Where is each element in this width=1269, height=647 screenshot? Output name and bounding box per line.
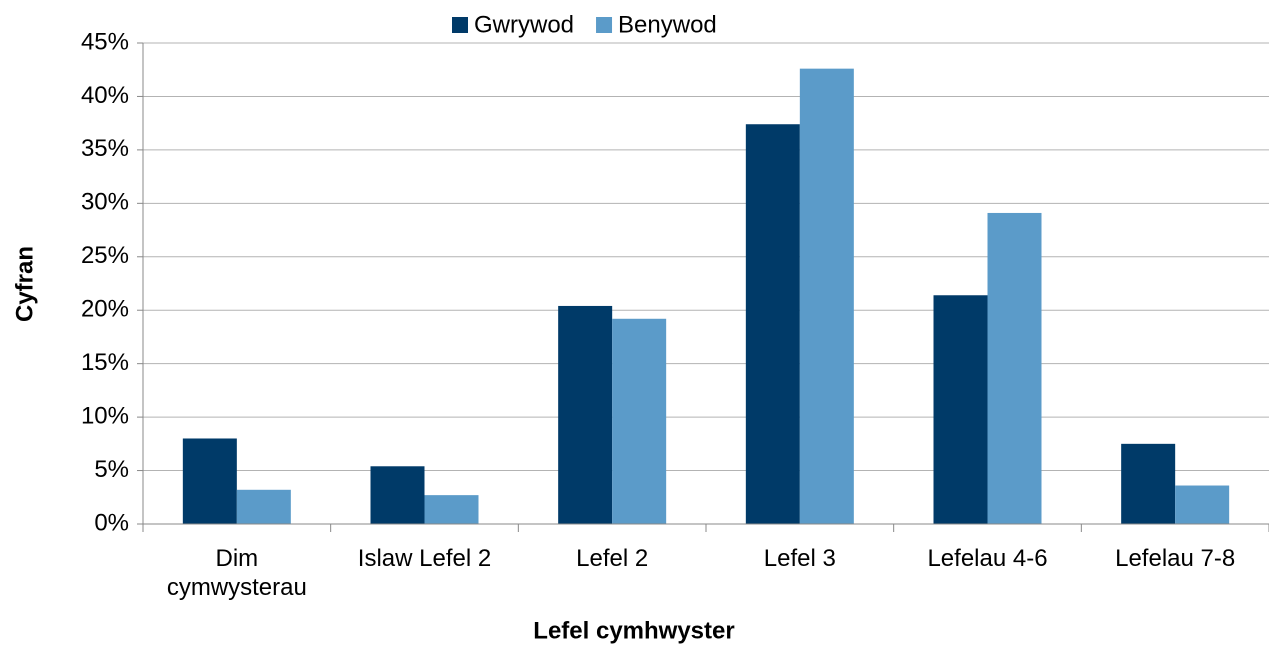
legend-label: Benywod bbox=[618, 11, 717, 38]
x-tick-label: Lefel 3 bbox=[763, 545, 836, 572]
bar bbox=[745, 124, 800, 524]
bar bbox=[612, 318, 667, 524]
bar bbox=[558, 305, 613, 524]
x-tick-label: Islaw Lefel 2 bbox=[357, 545, 492, 572]
y-tick-label: 10% bbox=[81, 402, 129, 429]
bar bbox=[1175, 485, 1230, 524]
bar bbox=[236, 489, 291, 524]
y-tick-label: 40% bbox=[81, 82, 129, 109]
bar bbox=[987, 212, 1042, 524]
y-tick-label: 25% bbox=[81, 242, 129, 269]
x-tick-label: Lefel 2 bbox=[576, 545, 649, 572]
legend-swatch bbox=[596, 17, 613, 33]
x-tick-label: Dim cymwysterau bbox=[166, 545, 307, 601]
y-tick-label: 35% bbox=[81, 135, 129, 162]
y-tick-label: 15% bbox=[81, 349, 129, 376]
bar bbox=[799, 68, 854, 525]
legend-label: Gwrywod bbox=[474, 11, 574, 38]
y-tick-label: 30% bbox=[81, 189, 129, 216]
y-tick-label: 20% bbox=[81, 296, 129, 323]
y-axis-title: Cyfran bbox=[11, 246, 38, 322]
x-tick-label: Lefelau 7-8 bbox=[1115, 545, 1236, 572]
y-tick-label: 5% bbox=[94, 456, 129, 483]
legend-swatch bbox=[452, 17, 468, 33]
bar bbox=[933, 295, 988, 524]
x-tick-label: Lefelau 4-6 bbox=[927, 545, 1048, 572]
y-tick-label: 45% bbox=[81, 28, 129, 55]
x-axis-title: Lefel cymhwyster bbox=[533, 617, 734, 644]
y-tick-label: 0% bbox=[94, 509, 129, 536]
bar bbox=[370, 466, 425, 524]
bar bbox=[1121, 443, 1176, 524]
bar bbox=[182, 438, 237, 524]
bar bbox=[424, 495, 479, 524]
